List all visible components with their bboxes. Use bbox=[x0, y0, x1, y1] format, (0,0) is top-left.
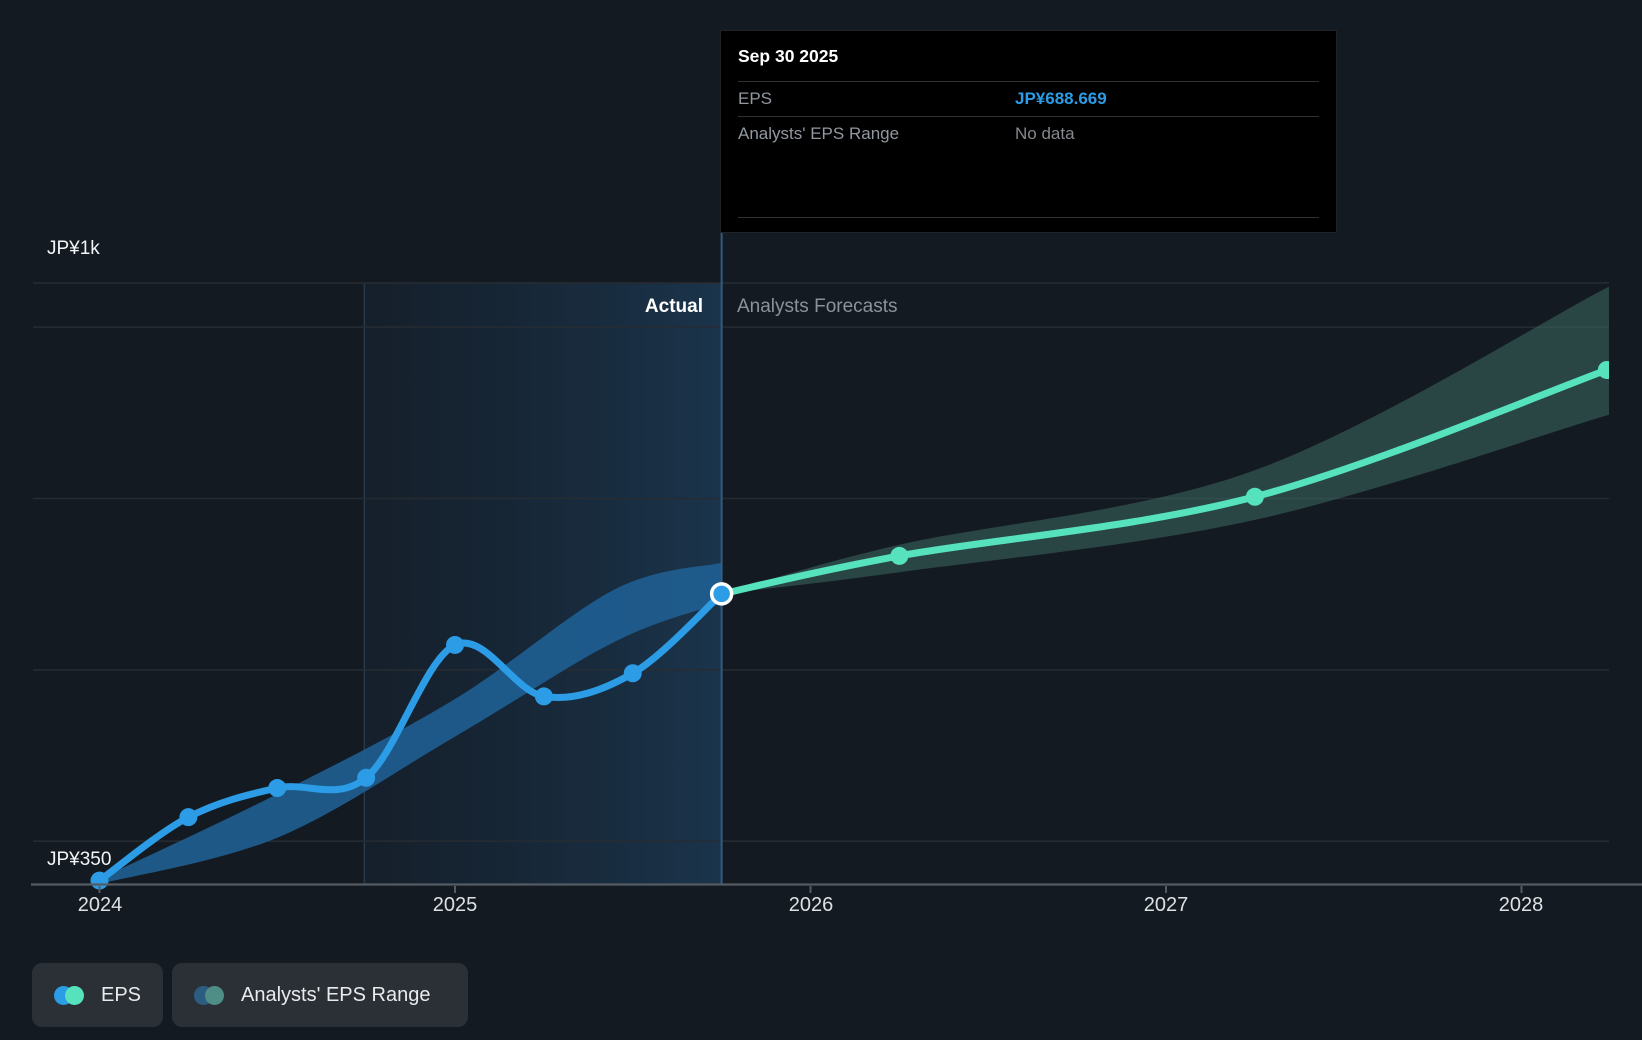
eps-series-icon bbox=[54, 985, 84, 1005]
chart-tooltip: Sep 30 2025 EPS JP¥688.669 Analysts' EPS… bbox=[720, 30, 1337, 233]
tooltip-spacer bbox=[738, 151, 1319, 217]
past-range-band bbox=[99, 562, 722, 884]
tooltip-row-eps: EPS JP¥688.669 bbox=[738, 82, 1319, 117]
selected-data-point[interactable] bbox=[709, 582, 734, 606]
forecast-data-point[interactable] bbox=[890, 546, 909, 565]
x-axis-tick-label: 2025 bbox=[432, 894, 478, 916]
actual-data-point[interactable] bbox=[268, 779, 287, 798]
y-axis-label-top: JP¥1k bbox=[47, 238, 100, 259]
eps-actual-line[interactable] bbox=[96, 590, 726, 885]
range-series-icon bbox=[194, 985, 224, 1005]
legend-item-label: Analysts' EPS Range bbox=[241, 983, 431, 1006]
x-axis-tick-label: 2027 bbox=[1143, 894, 1189, 916]
tooltip-row-range: Analysts' EPS Range No data bbox=[738, 117, 1319, 151]
tooltip-eps-value: JP¥688.669 bbox=[1015, 89, 1107, 108]
x-axis-tick-label: 2026 bbox=[788, 894, 834, 916]
tooltip-footer-divider bbox=[738, 217, 1319, 232]
actual-section-label: Actual bbox=[644, 296, 703, 317]
legend-item-label: EPS bbox=[101, 983, 142, 1006]
actual-data-point[interactable] bbox=[179, 808, 198, 827]
tooltip-range-label: Analysts' EPS Range bbox=[738, 124, 900, 143]
eps-teal-dot-icon bbox=[65, 985, 84, 1005]
forecasts-section-label: Analysts Forecasts bbox=[737, 296, 898, 317]
legend-item-analysts-eps-range[interactable]: Analysts' EPS Range bbox=[172, 963, 468, 1027]
range-teal-dot-icon bbox=[205, 985, 224, 1005]
x-axis-tick-label: 2024 bbox=[77, 894, 123, 916]
forecast-clip-group bbox=[718, 286, 1616, 598]
tooltip-range-value: No data bbox=[1015, 124, 1075, 143]
actual-data-point[interactable] bbox=[357, 768, 376, 787]
legend-item-eps[interactable]: EPS bbox=[32, 963, 163, 1027]
tooltip-eps-label: EPS bbox=[738, 89, 773, 108]
actual-data-point[interactable] bbox=[534, 687, 553, 706]
actual-data-point[interactable] bbox=[623, 664, 642, 683]
actual-data-point[interactable] bbox=[446, 635, 464, 654]
x-axis-tick-label: 2028 bbox=[1498, 894, 1544, 916]
forecast-data-point[interactable] bbox=[1597, 360, 1616, 379]
y-axis-label-bottom: JP¥350 bbox=[47, 849, 112, 870]
tooltip-date: Sep 30 2025 bbox=[738, 31, 1319, 82]
forecast-data-point[interactable] bbox=[1245, 487, 1264, 506]
eps-forecast-line[interactable] bbox=[718, 366, 1609, 598]
